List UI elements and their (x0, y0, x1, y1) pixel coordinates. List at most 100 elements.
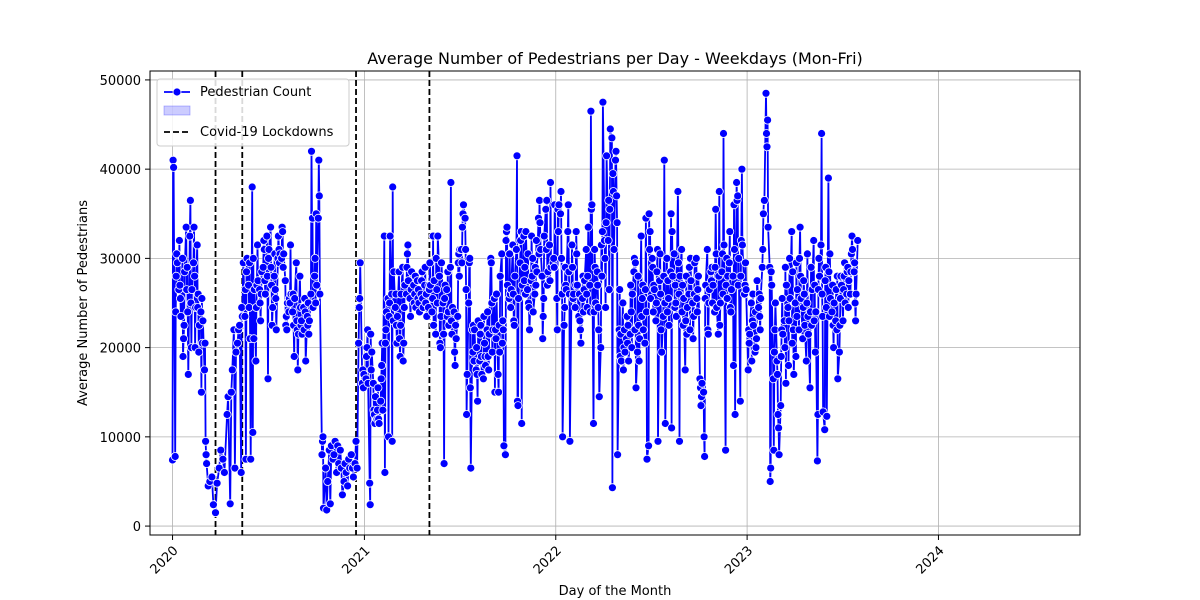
data-point (615, 285, 625, 295)
data-point (493, 369, 503, 379)
data-point (572, 249, 582, 259)
y-tick-label: 20000 (100, 342, 141, 357)
data-point (310, 271, 320, 281)
data-point (667, 423, 676, 433)
data-point (247, 182, 257, 192)
data-point (752, 334, 761, 344)
data-point (810, 347, 820, 357)
data-point (183, 369, 193, 379)
data-point (829, 298, 839, 308)
data-point (824, 267, 834, 277)
data-point (385, 298, 395, 308)
data-point (624, 356, 633, 366)
data-point (179, 334, 189, 344)
data-point (528, 307, 538, 317)
data-point (492, 289, 501, 299)
data-point (576, 338, 586, 348)
data-point (432, 285, 442, 295)
data-point (713, 329, 723, 339)
data-point (313, 213, 323, 223)
data-point (491, 334, 501, 344)
data-point (611, 155, 620, 165)
data-point (607, 133, 617, 143)
data-point (594, 392, 604, 402)
data-point (248, 253, 258, 263)
data-point (542, 195, 552, 205)
data-point (593, 280, 603, 290)
data-point (289, 352, 299, 361)
data-point (230, 463, 240, 473)
data-point (641, 285, 650, 295)
data-point (681, 316, 691, 326)
data-point (677, 245, 686, 254)
data-point (773, 369, 782, 379)
data-point (806, 262, 816, 272)
data-point (816, 240, 826, 250)
data-point (727, 285, 736, 295)
data-point (212, 478, 222, 488)
data-point (487, 347, 497, 357)
data-point (627, 343, 637, 353)
data-point (667, 227, 677, 237)
data-point (631, 258, 640, 268)
data-point (480, 338, 489, 348)
data-point (642, 454, 652, 464)
data-point (763, 222, 773, 232)
data-point (741, 285, 751, 295)
data-point (633, 271, 643, 281)
data-point (462, 410, 472, 419)
data-point (185, 231, 195, 241)
data-point (306, 289, 316, 299)
data-point (201, 436, 211, 446)
data-point (207, 472, 217, 482)
data-point (765, 477, 775, 486)
data-point (633, 347, 642, 357)
data-point (460, 213, 470, 223)
data-point (497, 338, 507, 348)
data-point (286, 240, 295, 250)
data-point (719, 240, 729, 250)
data-point (575, 316, 585, 326)
data-point (459, 200, 468, 210)
data-point (549, 262, 559, 272)
data-point (295, 271, 305, 281)
data-point (734, 253, 744, 263)
data-point (311, 298, 321, 308)
data-point (388, 182, 398, 192)
data-point (697, 378, 707, 388)
data-point (788, 267, 798, 277)
data-point (498, 325, 508, 335)
data-point (568, 262, 577, 272)
data-point (377, 361, 387, 370)
data-point (637, 294, 647, 303)
data-point (290, 294, 300, 303)
data-point (822, 411, 832, 421)
data-point (663, 307, 672, 317)
data-point (719, 129, 728, 138)
data-point (743, 365, 753, 375)
data-point (691, 253, 701, 263)
data-point (711, 204, 721, 214)
data-point (271, 294, 281, 303)
data-point (699, 387, 708, 397)
data-point (429, 320, 439, 330)
data-point (567, 240, 577, 250)
data-point (790, 298, 800, 308)
data-point (685, 325, 695, 335)
data-point (674, 258, 683, 268)
data-point (585, 280, 595, 290)
data-point (651, 316, 661, 326)
data-point (809, 236, 819, 245)
data-point (323, 477, 333, 486)
data-point (202, 459, 212, 469)
data-point (590, 245, 599, 254)
data-point (792, 311, 802, 321)
data-point (660, 419, 670, 428)
data-point (631, 383, 641, 393)
data-point (365, 478, 375, 488)
data-point (502, 222, 512, 232)
data-point (757, 262, 767, 272)
data-point (777, 294, 787, 303)
data-point (781, 378, 791, 388)
data-point (601, 218, 611, 228)
